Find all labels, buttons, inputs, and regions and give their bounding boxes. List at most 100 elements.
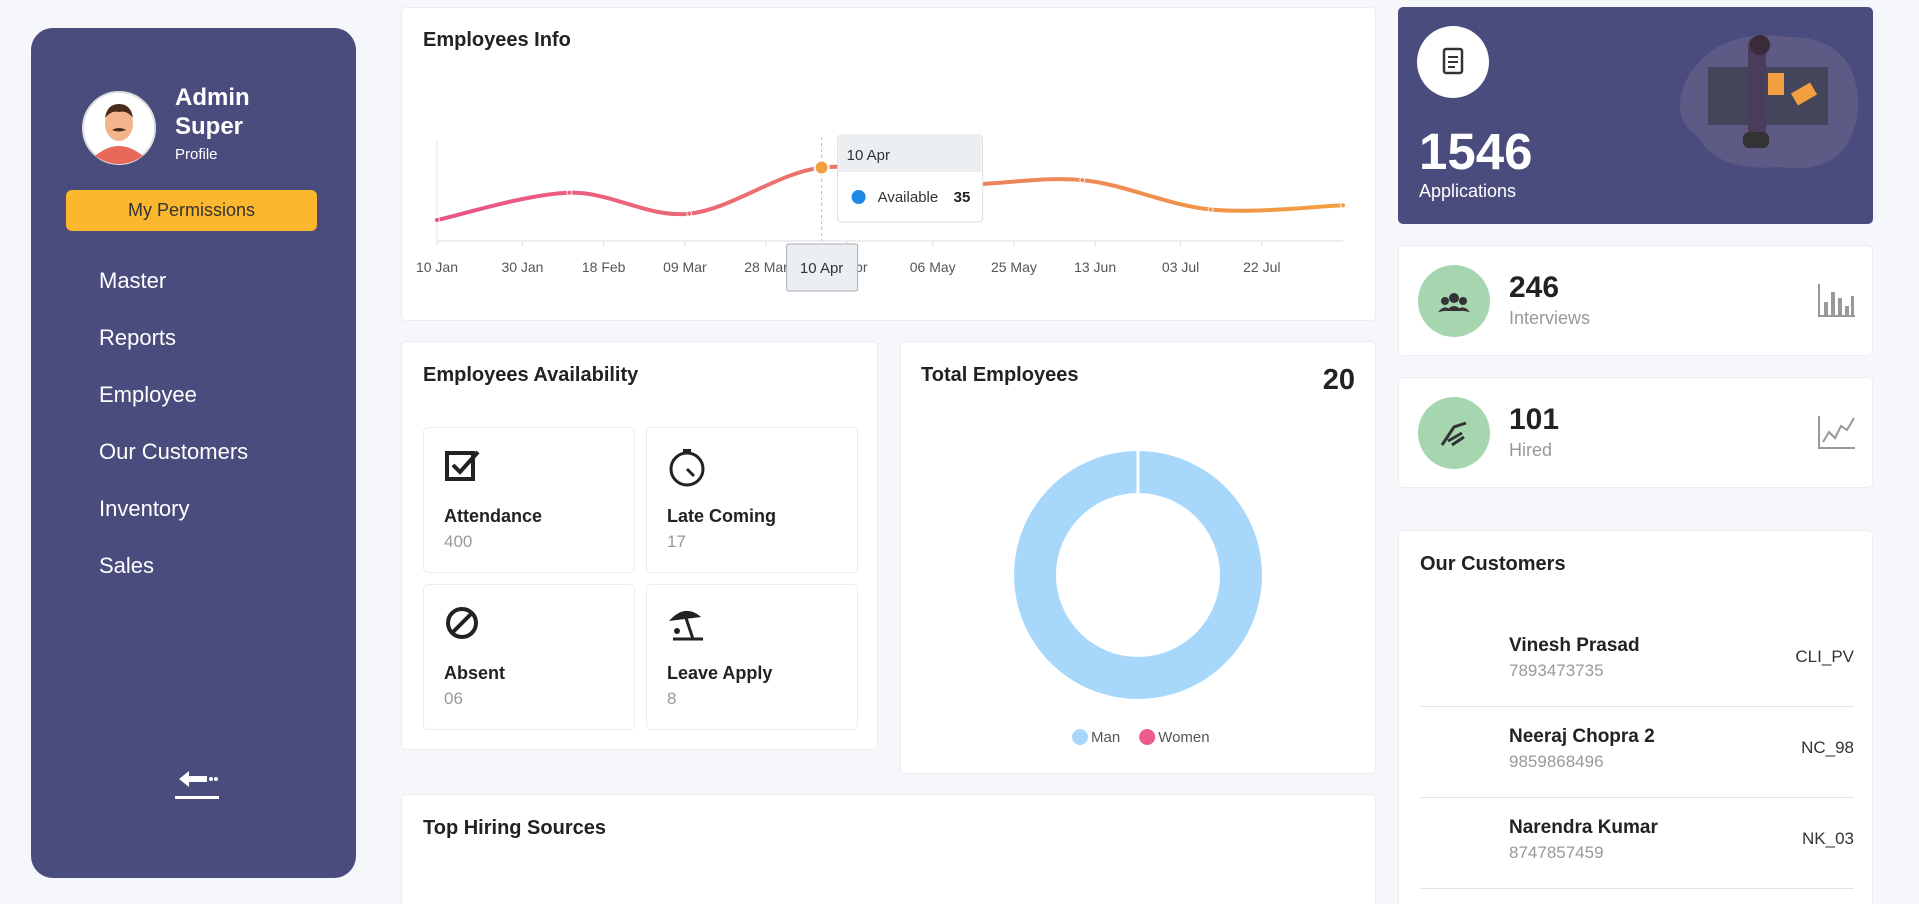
sidebar: Admin Super Profile My Permissions Maste… (31, 28, 356, 878)
customer-name: Neeraj Chopra 2 (1509, 726, 1655, 747)
stat-label: Hired (1509, 440, 1553, 460)
stat-label: Interviews (1509, 308, 1591, 328)
illustration (1417, 26, 1858, 169)
customer-code: CLI_PV (1795, 647, 1854, 666)
icon (1818, 416, 1855, 449)
icon (445, 450, 480, 481)
menu-label: Sales (99, 553, 155, 578)
tile-value: 06 (444, 689, 463, 708)
applications-card: 1546 Applications (1398, 7, 1873, 224)
menu-item[interactable]: Sales (31, 538, 356, 595)
stat-label: Applications (1419, 181, 1517, 201)
menu-item[interactable]: Reports (31, 310, 356, 367)
total: 20 (1322, 364, 1355, 396)
card-title: Our Customers (1420, 553, 1566, 575)
legend-marker (1139, 729, 1156, 745)
menu-item[interactable]: Our Customers (31, 424, 356, 481)
tile-value: 8 (667, 689, 677, 708)
x-tick-label: 30 Jan (501, 259, 543, 275)
card-title: Employees Availability (423, 364, 639, 386)
x-tick-label: 09 Mar (663, 259, 707, 275)
tile-value: 17 (667, 532, 686, 551)
interviews-card: 246 Interviews (1398, 245, 1873, 356)
tile-label: Late Coming (667, 506, 777, 526)
logout-icon[interactable] (173, 766, 223, 802)
x-tick-label: 13 Jun (1074, 259, 1116, 275)
tile-value: 400 (444, 532, 473, 551)
separator (1420, 888, 1854, 889)
tooltip-value: 35 (954, 189, 971, 206)
marker (1340, 202, 1346, 209)
stat-value: 1546 (1419, 123, 1533, 180)
stat-value: 101 (1509, 403, 1560, 436)
menu-item[interactable]: Inventory (31, 481, 356, 538)
menu-label: Inventory (99, 496, 190, 521)
tile: Leave Apply 8 (646, 584, 858, 730)
crosshair-text: 10 Apr (800, 260, 843, 277)
x-tick-label: 06 May (910, 259, 956, 275)
tile: Late Coming 17 (646, 427, 858, 573)
separator (1420, 797, 1854, 798)
customer-code: NC_98 (1801, 738, 1854, 757)
icon (1418, 397, 1490, 469)
hired-card: 101 Hired (1398, 377, 1873, 488)
marker (1207, 206, 1214, 213)
tooltip-title: 10 Apr (847, 147, 890, 164)
avatar (82, 91, 156, 165)
x-tick-label: 22 Jul (1243, 259, 1280, 275)
menu-item[interactable]: Master (31, 253, 356, 310)
slice (1014, 451, 1262, 699)
stat-value: 246 (1509, 271, 1560, 304)
legend-label: Man (1091, 729, 1120, 746)
x-tick-label: 25 May (991, 259, 1037, 275)
tile: Attendance 400 (423, 427, 635, 573)
customer-name: Vinesh Prasad (1509, 635, 1640, 656)
menu-label: Master (99, 268, 167, 293)
menu-item[interactable]: Employee (31, 367, 356, 424)
x-tick-label: 03 Jul (1162, 259, 1199, 275)
x-tick-label: 10 Jan (416, 259, 458, 275)
user-name: Admin Super (175, 84, 250, 140)
marker (1079, 177, 1086, 184)
customer-name: Narendra Kumar (1509, 817, 1658, 838)
crosshair-label (786, 243, 859, 292)
icon (1418, 265, 1490, 337)
tooltip-header (838, 136, 982, 172)
customer-phone: 8747857459 (1509, 843, 1604, 862)
icon (446, 607, 478, 639)
customer-phone: 7893473735 (1509, 661, 1604, 680)
separator (1420, 706, 1854, 707)
total-employees-card: Total Employees 20 (900, 341, 1376, 774)
marker (686, 210, 693, 217)
customers-card: Our Customers Vinesh Prasad 7893473735 CLI… (1398, 530, 1873, 904)
permissions-button[interactable]: My Permissions (66, 190, 317, 231)
tooltip-label: Available (878, 189, 939, 206)
x-tick-label: 28 Mar (744, 259, 788, 275)
legend-label: Women (1158, 729, 1209, 746)
tooltip-dot (851, 190, 866, 204)
icon (1818, 284, 1855, 317)
legend-marker (1072, 729, 1088, 745)
tile: Absent 06 (423, 584, 635, 730)
donut-chart: Man Women (1014, 451, 1262, 746)
customer-code: NK_03 (1802, 829, 1854, 848)
marker (813, 159, 830, 176)
user-role[interactable]: Profile (175, 146, 218, 163)
marker (434, 217, 440, 223)
menu-label: Reports (99, 325, 177, 350)
card-title: Top Hiring Sources (423, 817, 606, 839)
x-tick-label: 18 Feb (582, 259, 626, 275)
icon (669, 610, 703, 641)
tile-label: Absent (444, 663, 506, 683)
marker (566, 189, 573, 196)
menu-label: Employee (99, 382, 197, 407)
availability-card: Employees Availability Attendance 400 La… (401, 341, 878, 750)
customer-phone: 9859868496 (1509, 752, 1604, 771)
icon (669, 449, 705, 487)
tile-label: Attendance (444, 506, 543, 526)
hiring-card: Top Hiring Sources (401, 794, 1376, 904)
card-title: Total Employees (921, 364, 1079, 386)
tile-label: Leave Apply (667, 663, 773, 683)
